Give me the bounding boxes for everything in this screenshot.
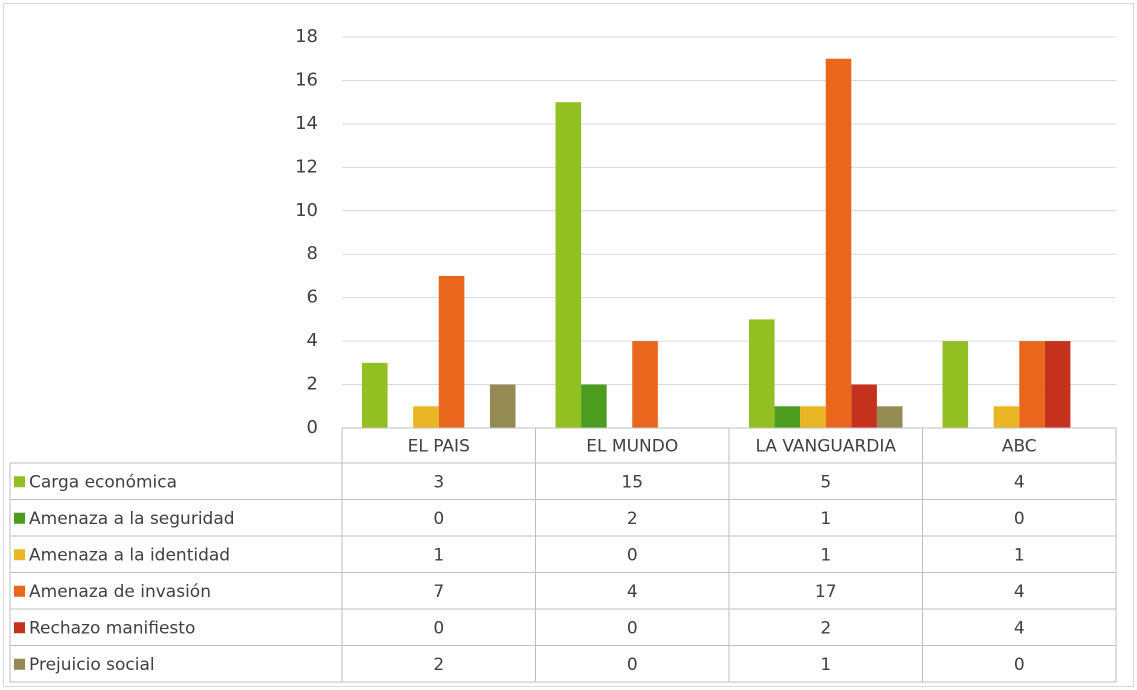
- table-cell: 2: [433, 655, 444, 675]
- x-tick-label: EL PAIS: [408, 437, 470, 457]
- table-cell: 7: [433, 582, 444, 602]
- legend-key: [14, 476, 25, 488]
- bar: [362, 362, 388, 428]
- table-cell: 15: [621, 472, 643, 492]
- bar: [993, 406, 1020, 428]
- table-cell: 5: [820, 472, 831, 492]
- y-tick-label: 6: [307, 287, 318, 308]
- table-cell: 1: [433, 545, 444, 565]
- bar: [1044, 341, 1071, 428]
- table-cell: 0: [433, 509, 444, 529]
- table-cell: 1: [820, 545, 831, 565]
- table-cell: 0: [1014, 509, 1025, 529]
- legend-key: [14, 585, 25, 597]
- table-cell: 2: [820, 618, 831, 638]
- y-tick-label: 12: [295, 156, 318, 177]
- x-tick-label: EL MUNDO: [586, 437, 678, 457]
- bar: [438, 275, 465, 428]
- chart-border: [3, 3, 1134, 687]
- legend-key: [14, 512, 25, 524]
- table-cell: 4: [1014, 582, 1025, 602]
- y-tick-label: 18: [295, 26, 318, 47]
- table-cell: 3: [433, 472, 444, 492]
- bar: [632, 341, 658, 428]
- bar: [876, 406, 903, 428]
- legend-label: Rechazo manifiesto: [29, 618, 195, 638]
- bar: [555, 102, 582, 429]
- table-cell: 0: [627, 618, 638, 638]
- table-cell: 4: [1014, 618, 1025, 638]
- legend-label: Amenaza a la seguridad: [29, 509, 235, 529]
- table-cell: 0: [627, 545, 638, 565]
- legend-label: Amenaza a la identidad: [29, 545, 230, 565]
- y-tick-label: 2: [307, 374, 318, 395]
- table-cell: 0: [627, 655, 638, 675]
- table-cell: 4: [627, 582, 638, 602]
- x-tick-label: LA VANGUARDIA: [755, 437, 896, 457]
- table-cell: 4: [1014, 472, 1025, 492]
- y-tick-label: 8: [307, 243, 318, 264]
- y-tick-label: 14: [295, 113, 318, 134]
- x-tick-label: ABC: [1002, 437, 1037, 457]
- legend-label: Carga económica: [29, 472, 177, 492]
- bar: [851, 384, 877, 428]
- table-cell: 1: [1014, 545, 1025, 565]
- bar: [1019, 341, 1045, 428]
- table-cell: 1: [820, 509, 831, 529]
- bar: [774, 406, 801, 428]
- bar: [749, 319, 775, 428]
- y-tick-label: 10: [295, 200, 318, 221]
- legend-label: Amenaza de invasión: [29, 582, 211, 602]
- bar: [800, 406, 826, 428]
- table-cell: 2: [627, 509, 638, 529]
- y-tick-label: 16: [295, 69, 318, 90]
- bar: [413, 406, 439, 428]
- table-cell: 0: [433, 618, 444, 638]
- y-tick-label: 4: [307, 330, 318, 351]
- legend-label: Prejuicio social: [29, 655, 155, 675]
- legend-key: [14, 622, 25, 634]
- bar: [581, 384, 607, 428]
- bar: [489, 384, 516, 428]
- y-tick-label: 0: [307, 417, 318, 438]
- table-cell: 1: [820, 655, 831, 675]
- table-cell: 0: [1014, 655, 1025, 675]
- legend-key: [14, 549, 25, 561]
- bar: [942, 341, 969, 428]
- legend-key: [14, 658, 25, 670]
- table-cell: 17: [815, 582, 837, 602]
- bar: [825, 58, 852, 428]
